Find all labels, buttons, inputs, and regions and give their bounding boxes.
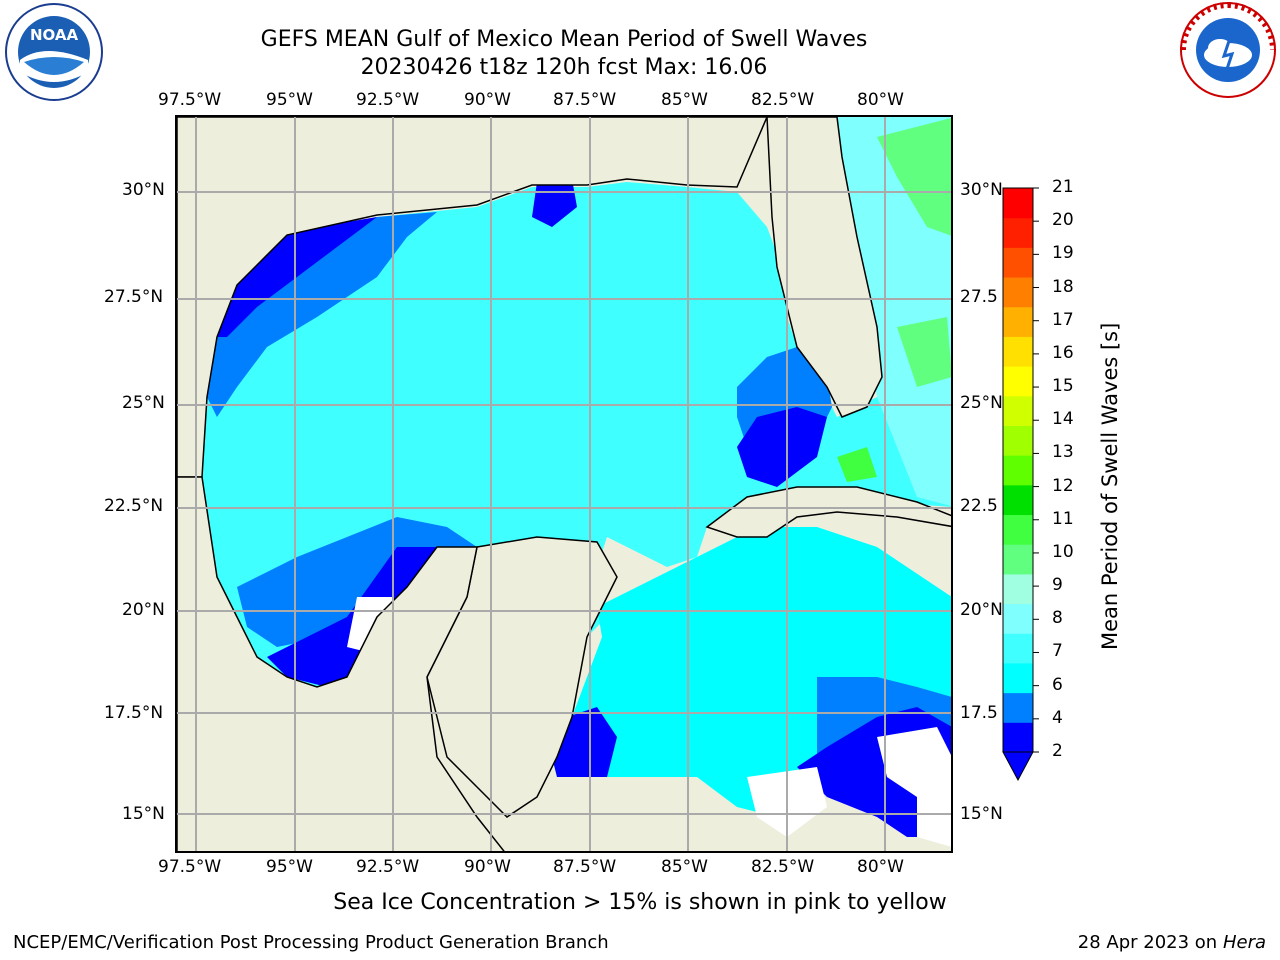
lon-tick-bottom: 87.5°W xyxy=(553,857,617,877)
colorbar-swatch xyxy=(1003,514,1033,545)
colorbar-tick-label: 4 xyxy=(1052,707,1063,728)
colorbar-swatch xyxy=(1003,633,1033,664)
colorbar-tick-label: 14 xyxy=(1052,409,1074,430)
lat-tick-left: 22.5°N xyxy=(104,496,164,516)
lon-tick-bottom: 90°W xyxy=(464,857,511,877)
colorbar-frame xyxy=(1002,187,1034,753)
lon-tick-top: 82.5°W xyxy=(751,90,815,110)
colorbar-tick-label: 8 xyxy=(1052,608,1063,629)
lat-tick-right: 17.5 xyxy=(960,703,998,723)
cuba-land xyxy=(705,486,951,538)
colorbar-tick-label: 15 xyxy=(1052,376,1074,397)
colorbar-swatch xyxy=(1003,603,1033,634)
lon-tick-top: 95°W xyxy=(266,90,313,110)
chart-title: GEFS MEAN Gulf of Mexico Mean Period of … xyxy=(260,27,868,52)
colorbar-swatch xyxy=(1003,573,1033,605)
run-date-text: 28 Apr 2023 on xyxy=(1077,932,1223,953)
lon-tick-bottom: 80°W xyxy=(857,857,904,877)
lon-tick-bottom: 85°W xyxy=(661,857,708,877)
lon-tick-top: 90°W xyxy=(464,90,511,110)
colorbar-tick-label: 17 xyxy=(1052,309,1074,330)
lat-tick-right: 20°N xyxy=(960,600,1003,620)
colorbar-swatch xyxy=(1003,395,1033,426)
lon-tick-top: 92.5°W xyxy=(356,90,420,110)
nws-logo xyxy=(1178,0,1278,100)
missing-data-area xyxy=(877,727,951,847)
colorbar-swatch xyxy=(1003,277,1033,308)
colorbar-tick-label: 19 xyxy=(1052,243,1074,264)
map-panel xyxy=(175,115,953,853)
colorbar-swatch xyxy=(1003,662,1033,694)
noaa-logo-text: NOAA xyxy=(30,26,79,44)
swell-9-10s-region xyxy=(877,118,951,236)
lon-tick-top: 97.5°W xyxy=(158,90,222,110)
lat-tick-left: 25°N xyxy=(122,393,165,413)
lat-tick-left: 17.5°N xyxy=(104,703,164,723)
colorbar-swatch xyxy=(1003,484,1033,516)
colorbar-tick-label: 13 xyxy=(1052,442,1074,463)
colorbar-tick-label: 12 xyxy=(1052,475,1074,496)
producer-credit: NCEP/EMC/Verification Post Processing Pr… xyxy=(13,932,609,953)
colorbar-tick-label: 6 xyxy=(1052,674,1063,695)
lon-tick-bottom: 92.5°W xyxy=(356,857,420,877)
colorbar-swatch xyxy=(1003,247,1033,278)
colorbar-tick-label: 18 xyxy=(1052,276,1074,297)
colorbar-swatch xyxy=(1003,188,1033,219)
colorbar-swatch xyxy=(1003,306,1033,337)
lat-tick-left: 15°N xyxy=(122,804,165,824)
colorbar-swatch xyxy=(1003,425,1033,456)
noaa-logo: NOAA xyxy=(4,2,104,102)
colorbar-extend-triangle xyxy=(1002,751,1034,782)
colorbar-tick-label: 7 xyxy=(1052,641,1063,662)
graticule xyxy=(177,117,951,851)
swell-9-10s-region xyxy=(897,317,951,387)
lon-tick-bottom: 82.5°W xyxy=(751,857,815,877)
colorbar-tick-label: 16 xyxy=(1052,342,1074,363)
colorbar-tick-label: 21 xyxy=(1052,177,1074,197)
colorbar-swatch xyxy=(1003,722,1033,753)
lat-tick-right: 22.5 xyxy=(960,496,998,516)
lat-tick-left: 27.5°N xyxy=(104,287,164,307)
colorbar-swatch xyxy=(1003,366,1033,397)
colorbar-ticks: 2 4 6 7 8 9 10 11 12 13 14 15 16 17 18 19 20 21 xyxy=(1052,177,1112,780)
lat-tick-left: 20°N xyxy=(122,600,165,620)
lat-tick-right: 25°N xyxy=(960,393,1003,413)
lon-tick-bottom: 97.5°W xyxy=(158,857,222,877)
lon-tick-top: 85°W xyxy=(661,90,708,110)
map-svg xyxy=(177,117,951,851)
colorbar xyxy=(995,180,1065,794)
chart-subtitle: 20230426 t18z 120h fcst Max: 16.06 xyxy=(360,55,768,80)
lon-tick-top: 80°W xyxy=(857,90,904,110)
run-date: 28 Apr 2023 on Hera xyxy=(1078,932,1266,953)
lon-tick-top: 87.5°W xyxy=(553,90,617,110)
colorbar-label: Mean Period of Swell Waves [s] xyxy=(1098,322,1122,650)
colorbar-swatch xyxy=(1003,217,1033,248)
lat-tick-right: 30°N xyxy=(960,180,1003,200)
lon-tick-bottom: 95°W xyxy=(266,857,313,877)
colorbar-swatch xyxy=(1003,336,1033,367)
host-name: Hera xyxy=(1222,932,1266,953)
deep-blue-region xyxy=(737,407,827,487)
colorbar-tick-label: 20 xyxy=(1052,210,1074,231)
lat-tick-right: 27.5 xyxy=(960,287,998,307)
lat-tick-left: 30°N xyxy=(122,180,165,200)
colorbar-swatch xyxy=(1003,692,1033,723)
swell-10-11s-region xyxy=(837,447,877,482)
us-gulf-coast xyxy=(177,117,768,478)
sea-ice-note: Sea Ice Concentration > 15% is shown in … xyxy=(333,890,947,915)
colorbar-tick-label: 2 xyxy=(1052,741,1063,761)
mexico-coast xyxy=(177,476,505,851)
colorbar-tick-label: 10 xyxy=(1052,541,1074,562)
colorbar-swatch xyxy=(1003,544,1033,575)
colorbar-tick-label: 11 xyxy=(1052,508,1074,529)
colorbar-swatch xyxy=(1003,455,1033,486)
colorbar-tick-label: 9 xyxy=(1052,575,1063,596)
lat-tick-right: 15°N xyxy=(960,804,1003,824)
